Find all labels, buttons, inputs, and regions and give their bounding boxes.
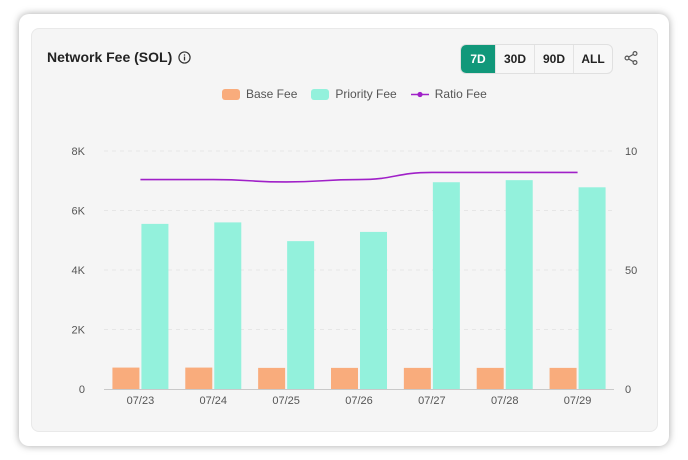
x-tick-label: 07/27 [418,395,446,407]
network-fee-card: Network Fee (SOL) 7D 30D 90D ALL Base Fe… [31,28,658,432]
priority-fee-bar [141,223,169,389]
x-tick-label: 07/24 [200,395,228,407]
y-right-tick-label: 10 [625,146,637,158]
tab-7d[interactable]: 7D [461,45,496,73]
tab-30d[interactable]: 30D [496,45,535,73]
base-fee-swatch [222,88,240,100]
y-right-tick-label: 50 [625,265,637,277]
priority-fee-bar [578,187,606,389]
range-tabs: 7D 30D 90D ALL [460,44,613,74]
y-left-tick-label: 2K [72,325,86,337]
legend-priority-fee-label: Priority Fee [335,87,397,101]
base-fee-bar [403,367,431,389]
priority-fee-bar [214,222,242,389]
y-left-tick-label: 4K [72,265,86,277]
legend-base-fee-label: Base Fee [246,87,298,101]
priority-fee-bar [505,180,533,389]
base-fee-bar [112,367,140,389]
tab-all[interactable]: ALL [581,52,605,66]
legend-ratio-fee[interactable]: Ratio Fee [410,87,487,101]
tab-90d[interactable]: 90D [535,45,574,73]
y-right-tick-label: 0 [625,384,631,396]
legend-priority-fee[interactable]: Priority Fee [311,87,397,101]
y-left-tick-label: 8K [72,146,86,158]
x-tick-label: 07/25 [272,395,300,407]
x-tick-label: 07/29 [564,395,592,407]
y-left-tick-label: 0 [79,384,85,396]
card-title: Network Fee (SOL) [47,49,173,65]
ratio-fee-line [140,171,578,183]
fee-chart: 0 2K 4K 6K 8K 0 50 10 07/23 07/24 07/25 07/26 07/27 0… [72,146,638,407]
info-icon[interactable] [178,50,191,64]
legend-base-fee[interactable]: Base Fee [222,87,297,101]
base-fee-bar [476,367,504,389]
priority-fee-bar [360,231,387,389]
priority-fee-bar [287,241,315,389]
share-icon[interactable] [624,51,638,65]
legend-ratio-fee-label: Ratio Fee [434,87,487,101]
base-fee-bar [549,367,577,389]
card-header: Network Fee (SOL) [47,49,191,65]
base-fee-bar [331,367,358,389]
x-tick-label: 07/26 [345,395,373,407]
x-tick-label: 07/23 [127,395,155,407]
base-fee-bar [185,367,213,389]
base-fee-bar [258,367,286,389]
x-tick-label: 07/28 [491,395,519,407]
priority-fee-swatch [311,88,330,100]
y-left-tick-label: 6K [72,206,86,218]
ratio-fee-swatch [410,91,429,97]
priority-fee-bar [432,182,460,389]
chart-legend: Base Fee Priority Fee Ratio Fee [222,87,501,101]
